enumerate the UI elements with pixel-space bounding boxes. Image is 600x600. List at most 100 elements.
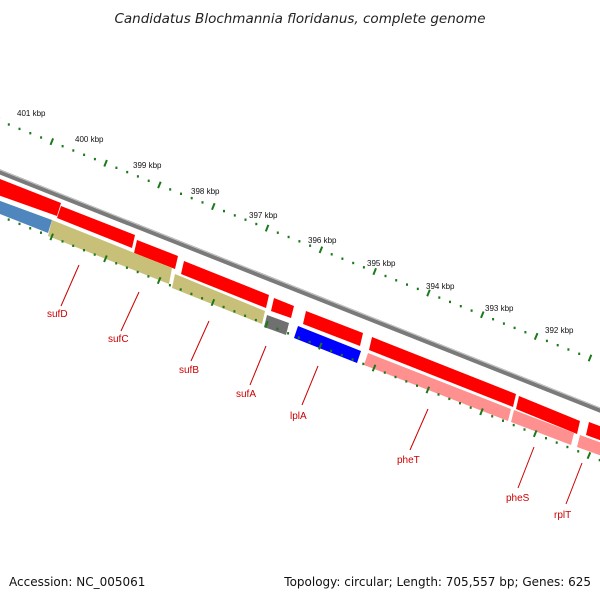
ruler-major-tick — [211, 202, 216, 211]
tick-label-394: 394 kbp — [426, 282, 455, 291]
inner-ruler-minor-tick — [340, 353, 343, 357]
ruler-minor-tick — [384, 274, 387, 278]
map-title: Candidatus Blochmannia floridanus, compl… — [114, 11, 485, 27]
ruler-minor-tick — [72, 149, 75, 152]
inner-ruler-minor-tick — [29, 227, 32, 230]
gene-label-sufC[interactable]: sufC — [108, 334, 129, 345]
inner-ruler-major-tick — [156, 276, 162, 285]
ruler-minor-tick — [352, 261, 355, 265]
ruler-minor-tick — [502, 322, 505, 325]
ruler-minor-tick — [201, 201, 204, 204]
label-line-pheT — [409, 408, 429, 451]
ruler-major-tick — [49, 138, 55, 146]
forward-cds-5[interactable] — [271, 298, 294, 318]
reverse-cds-pheS[interactable] — [511, 410, 574, 445]
gene-label-rplT[interactable]: rplT — [554, 510, 571, 521]
ruler-minor-tick — [567, 348, 570, 351]
ruler-minor-tick — [513, 326, 516, 330]
ruler-major-ticks — [0, 117, 593, 362]
inner-ruler-minor-tick — [147, 275, 150, 278]
ruler-minor-tick — [449, 300, 451, 304]
ruler-minor-tick — [276, 231, 279, 234]
ruler-minor-tick — [223, 209, 225, 213]
inner-ruler-minor-tick — [491, 415, 494, 418]
inner-ruler-minor-tick — [190, 292, 193, 296]
inner-ruler-minor-tick — [244, 314, 247, 317]
forward-cds-3[interactable] — [134, 240, 178, 269]
ruler-tick-labels: 401 kbp 400 kbp 399 kbp 398 kbp 397 kbp … — [17, 109, 574, 335]
gene-label-lplA[interactable]: lplA — [290, 411, 307, 422]
inner-ruler-major-tick — [586, 451, 592, 460]
forward-cds-2[interactable] — [57, 206, 135, 248]
inner-ruler-minor-tick — [276, 327, 279, 331]
gene-label-sufB[interactable]: sufB — [179, 365, 199, 376]
ruler-minor-tick — [309, 244, 312, 247]
forward-cds-4[interactable] — [181, 261, 269, 308]
gene-label-sufD[interactable]: sufD — [47, 309, 68, 320]
forward-cds-8[interactable] — [516, 396, 580, 434]
inner-ruler-major-tick — [318, 342, 323, 350]
ruler-minor-tick — [136, 175, 139, 178]
ruler-minor-tick — [492, 318, 495, 321]
inner-ruler-minor-tick — [115, 262, 118, 265]
inner-ruler-minor-tick — [362, 362, 365, 366]
ruler-minor-tick — [190, 196, 193, 200]
inner-ruler-minor-tick — [18, 222, 21, 226]
ruler-minor-tick — [61, 145, 64, 148]
inner-ruler-minor-tick — [72, 244, 75, 247]
ruler-minor-tick — [362, 266, 365, 269]
tick-label-397: 397 kbp — [249, 211, 278, 220]
ruler-minor-tick — [40, 136, 43, 139]
forward-cds-1[interactable] — [0, 177, 61, 216]
inner-ruler-dots — [7, 218, 600, 462]
label-line-sufB — [190, 320, 210, 362]
ruler-minor-tick — [93, 157, 96, 161]
inner-ruler-minor-tick — [93, 253, 96, 256]
ruler-minor-tick — [341, 257, 344, 260]
ruler-minor-tick — [169, 188, 172, 191]
gene-label-pheS[interactable]: pheS — [506, 493, 530, 504]
ruler-minor-tick — [126, 170, 129, 174]
inner-ruler-minor-tick — [448, 397, 451, 401]
reverse-cds-pheT[interactable] — [364, 353, 511, 421]
forward-cds-6[interactable] — [303, 311, 363, 346]
ruler-minor-tick — [147, 179, 150, 182]
inner-ruler-minor-tick — [545, 437, 547, 440]
ruler-major-tick — [426, 289, 431, 297]
ruler-minor-tick — [287, 235, 290, 239]
gene-label-sufA[interactable]: sufA — [236, 389, 256, 400]
ruler-minor-tick — [406, 283, 408, 286]
ruler-major-tick — [318, 246, 324, 254]
ruler-major-tick — [533, 332, 539, 340]
cog-bar-steel[interactable] — [0, 199, 52, 233]
ruler-minor-tick — [556, 344, 559, 347]
ruler-minor-tick — [244, 218, 247, 221]
inner-ruler-major-tick — [532, 430, 538, 438]
inner-ruler-major-tick — [103, 255, 108, 263]
cog-bar-sufB[interactable] — [172, 274, 265, 324]
inner-ruler-minor-tick — [523, 428, 526, 431]
cog-bar-sufD[interactable] — [48, 220, 172, 284]
inner-ruler-minor-tick — [416, 384, 418, 387]
ruler-major-tick — [103, 159, 108, 167]
inner-ruler-minor-tick — [308, 340, 311, 344]
label-line-lplA — [301, 365, 319, 406]
ruler-minor-tick — [459, 305, 462, 308]
cog-bar-lplA[interactable] — [294, 326, 361, 363]
ruler-minor-tick — [524, 331, 527, 334]
forward-cds-9[interactable] — [586, 422, 600, 442]
tick-label-396: 396 kbp — [308, 236, 337, 245]
ruler-minor-tick — [395, 279, 398, 282]
gene-label-pheT[interactable]: pheT — [397, 455, 420, 466]
ruler-dots — [7, 123, 581, 355]
accession-text: Accession: NC_005061 — [9, 575, 145, 589]
inner-ruler-minor-tick — [7, 218, 10, 221]
cog-bar-sufA[interactable] — [264, 315, 289, 335]
inner-ruler-major-tick — [49, 233, 54, 241]
ruler-major-tick — [372, 267, 377, 276]
forward-cds-7[interactable] — [369, 337, 516, 407]
inner-ruler-minor-tick — [168, 284, 171, 287]
label-line-sufC — [120, 291, 140, 332]
reverse-cds-rplT[interactable] — [577, 435, 600, 457]
inner-ruler-minor-tick — [351, 358, 354, 361]
